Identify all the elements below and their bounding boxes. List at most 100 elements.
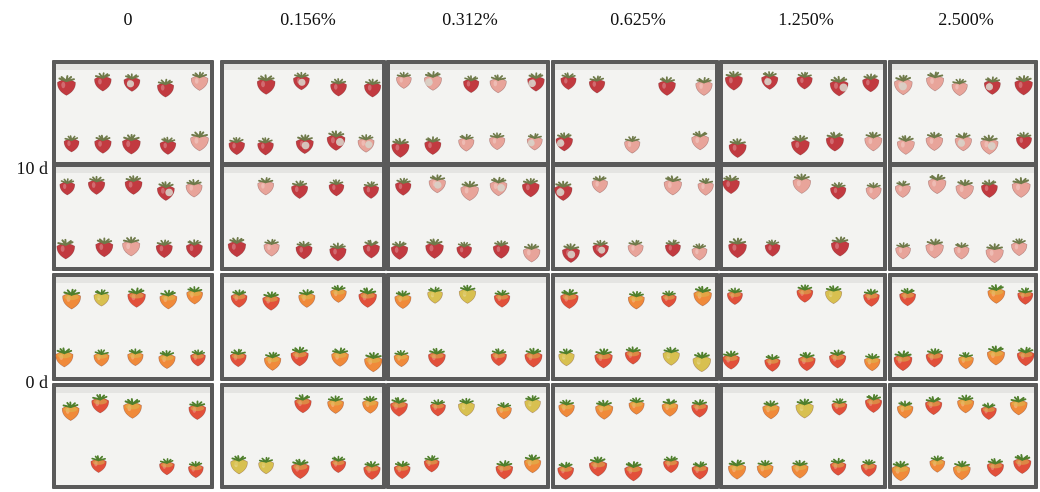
strawberry	[554, 180, 573, 201]
strawberry	[929, 455, 946, 473]
strawberry	[560, 72, 577, 90]
strawberry	[987, 284, 1006, 304]
strawberry	[93, 289, 110, 307]
strawberry	[293, 71, 310, 91]
strawberry	[863, 288, 880, 307]
strawberry	[61, 401, 80, 421]
strawberry	[230, 455, 248, 475]
strawberry	[764, 239, 781, 257]
strawberry	[624, 461, 643, 482]
strawberry	[127, 287, 146, 308]
strawberry	[190, 130, 209, 152]
strawberry	[1014, 75, 1033, 96]
strawberry	[986, 345, 1005, 366]
strawberry	[94, 72, 112, 92]
tray-box	[719, 163, 887, 271]
strawberry	[830, 181, 847, 200]
strawberry	[627, 290, 645, 310]
strawberry	[691, 130, 709, 151]
strawberry	[358, 287, 377, 308]
tray-box	[551, 163, 719, 271]
strawberry	[188, 400, 207, 420]
strawberry	[796, 284, 814, 303]
concentration-label-3: 0.625%	[610, 9, 666, 29]
strawberry	[159, 136, 177, 155]
strawberry	[458, 397, 475, 417]
strawberry	[390, 240, 409, 260]
strawberry	[831, 398, 848, 416]
strawberry	[123, 73, 141, 92]
strawberry	[424, 136, 442, 155]
tray-box	[386, 383, 550, 489]
strawberry	[159, 458, 175, 476]
strawberry	[658, 76, 676, 96]
strawberry	[428, 174, 446, 194]
strawberry	[727, 287, 743, 305]
strawberry	[928, 173, 947, 195]
strawberry	[925, 396, 943, 416]
strawberry	[980, 402, 997, 420]
strawberry	[190, 71, 209, 91]
strawberry	[865, 182, 882, 200]
tray-box	[551, 273, 719, 381]
strawberry	[463, 75, 480, 94]
tray-box	[719, 60, 887, 166]
strawberry	[56, 238, 75, 260]
tray-box	[551, 60, 719, 166]
strawberry	[728, 459, 747, 480]
strawberry	[396, 71, 412, 89]
strawberry	[829, 349, 847, 369]
strawberry	[423, 455, 440, 473]
strawberry	[830, 457, 847, 476]
strawberry	[159, 289, 178, 310]
tray-box	[52, 273, 214, 381]
strawberry	[662, 346, 680, 366]
strawberry	[728, 138, 747, 158]
strawberry	[91, 393, 109, 414]
strawberry	[228, 136, 245, 156]
tray-box	[551, 383, 719, 489]
strawberry	[430, 399, 446, 417]
strawberry	[227, 237, 246, 258]
strawberry	[761, 71, 779, 90]
strawberry	[157, 78, 174, 98]
strawberry	[665, 239, 681, 257]
strawberry	[59, 178, 75, 196]
strawberry	[527, 72, 545, 92]
tray-box	[719, 383, 887, 489]
strawberry	[489, 176, 508, 197]
strawberry	[663, 455, 679, 474]
strawberry	[697, 177, 714, 196]
strawberry	[899, 287, 916, 307]
strawberry	[330, 284, 347, 303]
strawberry	[158, 350, 176, 370]
strawberry	[1017, 287, 1034, 305]
strawberry	[229, 348, 247, 368]
tray-box	[386, 163, 550, 271]
strawberry	[795, 398, 814, 419]
strawberry	[424, 71, 442, 91]
strawberry	[791, 134, 810, 156]
strawberry	[953, 242, 970, 260]
strawberry	[295, 240, 313, 260]
strawberry	[331, 347, 349, 367]
strawberry	[1011, 177, 1031, 198]
strawberry	[894, 74, 913, 96]
strawberry	[185, 178, 203, 198]
strawberry	[495, 460, 514, 480]
strawberry	[691, 461, 709, 480]
storage-day-label-10d: 10 d	[16, 158, 49, 178]
strawberry	[230, 289, 248, 308]
strawberry	[894, 180, 911, 198]
strawberry	[594, 348, 613, 369]
strawberry	[925, 131, 944, 151]
strawberry	[357, 134, 375, 153]
strawberry	[155, 239, 173, 259]
strawberry	[390, 397, 408, 417]
strawberry	[122, 236, 141, 257]
strawberry	[55, 347, 74, 368]
strawberry	[295, 134, 314, 155]
tray-box	[52, 383, 214, 489]
strawberry	[258, 456, 274, 475]
